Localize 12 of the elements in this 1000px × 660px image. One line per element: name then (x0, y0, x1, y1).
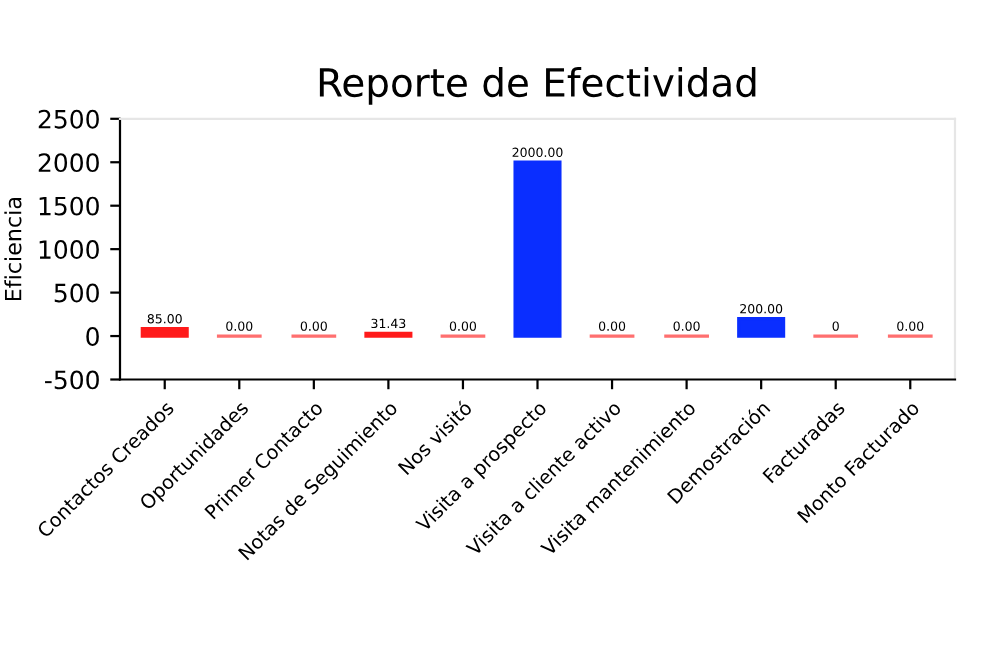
y-tick-label: 1500 (39, 196, 99, 216)
bar (513, 160, 562, 338)
bar (140, 326, 189, 338)
y-tick-label: 0 (86, 326, 99, 346)
y-tick-label: 2500 (38, 109, 99, 129)
y-tick-label: 1000 (39, 240, 99, 259)
y-tick-label: 500 (54, 283, 99, 303)
y-tick-label: -500 (45, 370, 99, 390)
bar (737, 317, 786, 338)
y-tick-label: 2000 (38, 153, 99, 173)
chart-title: Reporte de Efectividad (319, 67, 756, 105)
y-axis-title: Eficiencia (4, 198, 22, 301)
